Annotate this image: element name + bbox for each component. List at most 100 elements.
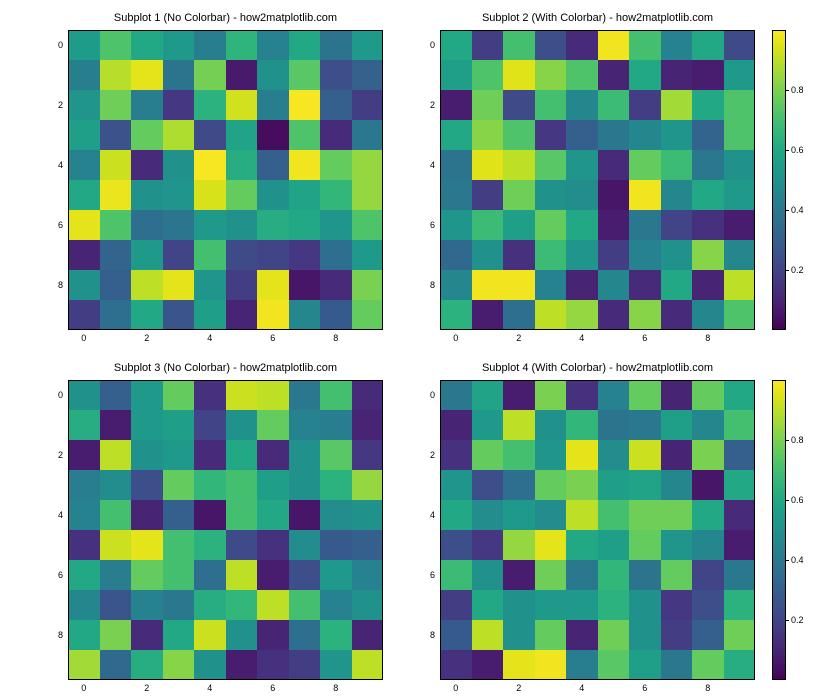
xtick-label: 0 [81,680,86,693]
heatmap-cell [68,470,100,500]
heatmap-cell [472,470,504,500]
heatmap-cell [131,60,163,90]
heatmap-cell [503,300,535,330]
heatmap-cell [100,90,132,120]
heatmap-cell [131,410,163,440]
heatmap-cell [598,60,630,90]
heatmap-cell [131,150,163,180]
heatmap-cell [661,270,693,300]
heatmap-cell [100,380,132,410]
heatmap-cell [692,150,724,180]
heatmap-cell [598,590,630,620]
heatmap-cell [257,410,289,440]
heatmap-cell [440,590,472,620]
ytick-label: 4 [58,160,68,170]
heatmap-cell [661,470,693,500]
heatmap-cell [289,410,321,440]
heatmap-cell [566,590,598,620]
heatmap-cell [194,90,226,120]
heatmap-cell [472,60,504,90]
heatmap-cell [320,240,352,270]
heatmap-cell [724,380,756,410]
heatmap-cell [352,120,384,150]
heatmap-cell [100,120,132,150]
xtick-label: 6 [642,330,647,343]
heatmap-cell [257,180,289,210]
ytick-label: 2 [430,450,440,460]
heatmap-cell [352,90,384,120]
xtick-label: 2 [144,330,149,343]
ytick-label: 6 [58,570,68,580]
heatmap-cell [440,500,472,530]
heatmap-cell [472,620,504,650]
heatmap-cell [320,210,352,240]
heatmap-cell [692,120,724,150]
heatmap-cell [226,240,258,270]
heatmap-cell [629,30,661,60]
heatmap-cell [257,60,289,90]
heatmap-cell [598,30,630,60]
heatmap-cell [226,380,258,410]
heatmap-cell [100,470,132,500]
heatmap-cell [194,270,226,300]
heatmap-cell [100,60,132,90]
heatmap-cell [598,410,630,440]
heatmap-cell [692,90,724,120]
heatmap-cell [629,530,661,560]
figure: Subplot 1 (No Colorbar) - how2matplotlib… [0,0,840,700]
heatmap-cell [661,240,693,270]
heatmap-cell [320,180,352,210]
heatmap-cell [724,240,756,270]
heatmap-cell [194,650,226,680]
heatmap-cell [100,30,132,60]
heatmap-cell [724,650,756,680]
heatmap-cell [257,380,289,410]
heatmap-cell [320,620,352,650]
heatmap-cell [68,500,100,530]
heatmap-cell [535,590,567,620]
heatmap-cell [352,530,384,560]
heatmap-cell [661,410,693,440]
xtick-label: 4 [207,680,212,693]
xtick-label: 0 [453,330,458,343]
heatmap-cell [440,650,472,680]
xtick-label: 0 [81,330,86,343]
heatmap-cell [68,590,100,620]
heatmap-cell [629,240,661,270]
heatmap-cell [629,470,661,500]
heatmap-cell [535,270,567,300]
heatmap-cell [257,530,289,560]
heatmap-cell [68,380,100,410]
xtick-label: 8 [333,330,338,343]
heatmap-cell [289,560,321,590]
colorbar-1: 0.20.40.60.8 [772,30,786,330]
subplot-2-title: Subplot 2 (With Colorbar) - how2matplotl… [440,12,755,24]
heatmap-cell [724,300,756,330]
heatmap-cell [661,560,693,590]
heatmap-cell [724,60,756,90]
heatmap-cell [661,90,693,120]
ytick-label: 2 [58,450,68,460]
heatmap-cell [598,440,630,470]
heatmap-cell [503,560,535,590]
heatmap-cell [724,440,756,470]
heatmap-cell [163,470,195,500]
colorbar-tick-label: 0.2 [786,265,804,275]
heatmap-cell [226,500,258,530]
heatmap-cell [131,530,163,560]
heatmap-cell [503,270,535,300]
heatmap-cell [68,530,100,560]
heatmap-cell [100,560,132,590]
heatmap-cell [68,410,100,440]
heatmap-cell [257,240,289,270]
xtick-label: 8 [705,330,710,343]
heatmap-cell [131,560,163,590]
heatmap-cell [226,650,258,680]
heatmap-cell [692,270,724,300]
ytick-label: 0 [58,390,68,400]
colorbar-tick-label: 0.8 [786,85,804,95]
ytick-label: 6 [430,220,440,230]
heatmap-cell [257,150,289,180]
xtick-label: 2 [516,680,521,693]
heatmap-cell [226,410,258,440]
